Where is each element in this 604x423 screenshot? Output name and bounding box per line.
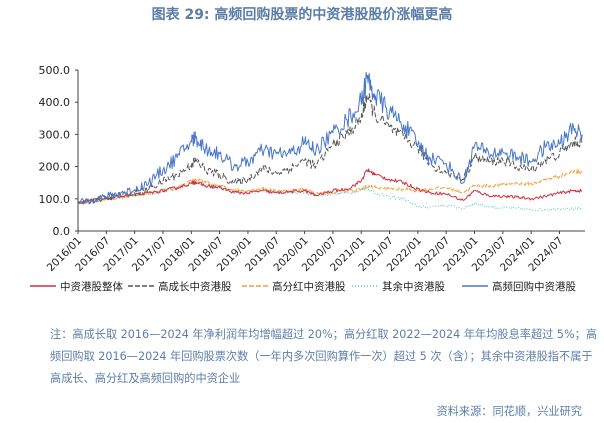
chart-title: 图表 29: 高频回购股票的中资港股股价涨幅更高 <box>151 7 453 23</box>
legend-label-0: 中资港股整体 <box>60 280 123 293</box>
legend-label-4: 高频回购中资港股 <box>492 280 576 293</box>
y-tick-label: 300.0 <box>39 128 71 141</box>
y-tick-label: 0.0 <box>53 225 71 238</box>
series-line-3 <box>77 180 583 212</box>
y-tick-label: 500.0 <box>39 64 71 77</box>
series-line-1 <box>77 93 583 205</box>
chart-notes: 注：高成长取 2016—2024 年净利润年均增幅超过 20%；高分红取 202… <box>50 328 598 385</box>
legend-label-2: 高分红中资港股 <box>272 280 346 293</box>
legend-label-1: 高成长中资港股 <box>158 280 232 293</box>
series-line-0 <box>77 168 583 204</box>
y-tick-label: 100.0 <box>39 193 71 206</box>
series-line-4 <box>77 71 583 205</box>
source-note: 资料来源：同花顺，兴业研究 <box>436 405 582 418</box>
legend-label-3: 其余中资港股 <box>382 280 445 293</box>
y-tick-label: 200.0 <box>39 161 71 174</box>
line-chart: 0.0100.0200.0300.0400.0500.02016/012016/… <box>30 64 585 293</box>
y-tick-label: 400.0 <box>39 96 71 109</box>
